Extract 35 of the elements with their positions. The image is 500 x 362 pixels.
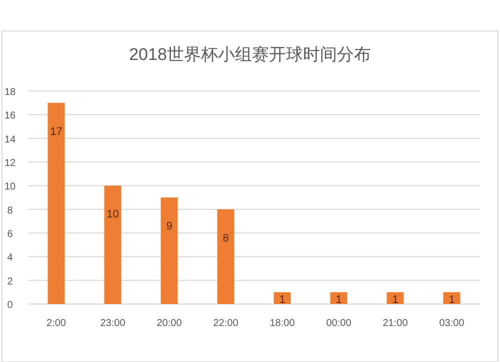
data-label: 9	[166, 220, 172, 232]
y-tick-label: 6	[7, 229, 14, 240]
x-tick-label: 18:00	[270, 318, 296, 329]
y-tick-label: 8	[7, 205, 14, 216]
data-label: 8	[222, 232, 229, 244]
y-tick-label: 16	[4, 110, 16, 122]
bar	[386, 292, 404, 304]
bar	[48, 102, 65, 304]
data-label: 10	[106, 208, 119, 221]
x-tick-label: 23:00	[100, 318, 126, 329]
y-tick-label: 14	[4, 134, 16, 146]
bar	[217, 209, 234, 304]
data-label: 17	[50, 126, 62, 138]
data-label: 1	[392, 294, 398, 306]
y-tick-label: 12	[4, 158, 16, 169]
bar	[160, 198, 178, 304]
y-tick-label: 0	[7, 300, 14, 311]
y-tick-label: 4	[7, 252, 14, 264]
chart-title: 2018世界杯小组赛开球时间分布	[129, 45, 371, 64]
x-tick-label: 2:00	[46, 318, 66, 329]
data-label: 1	[336, 294, 342, 306]
x-tick-label: 21:00	[382, 318, 408, 329]
bar	[443, 292, 460, 304]
bar	[274, 292, 291, 304]
y-tick-label: 2	[7, 276, 14, 288]
bar	[330, 292, 348, 304]
bar	[104, 186, 122, 304]
x-tick-label: 03:00	[439, 318, 465, 329]
x-tick-label: 00:00	[326, 318, 352, 329]
y-tick-label: 10	[4, 182, 16, 193]
data-label: 1	[279, 294, 286, 306]
y-tick-label: 18	[4, 87, 16, 98]
x-tick-label: 22:00	[213, 318, 239, 329]
x-tick-label: 20:00	[156, 318, 182, 329]
data-label: 1	[448, 294, 455, 306]
